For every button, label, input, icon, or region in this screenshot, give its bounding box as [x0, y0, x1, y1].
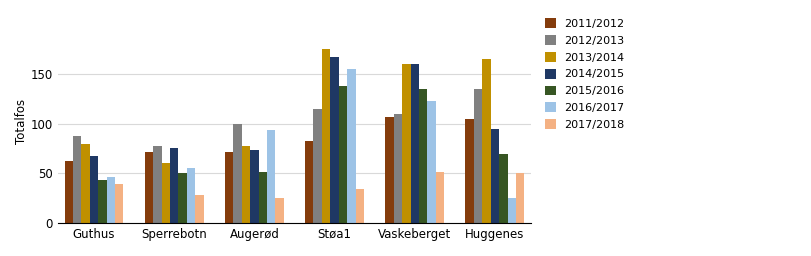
Bar [90, 156, 98, 223]
Bar [516, 173, 525, 223]
Bar [276, 198, 284, 223]
Bar [187, 168, 195, 223]
Bar [170, 147, 178, 223]
Bar [305, 141, 314, 223]
Bar [339, 86, 347, 223]
Bar [322, 49, 330, 223]
Bar [355, 189, 364, 223]
Bar [483, 59, 491, 223]
Bar [98, 180, 106, 223]
Bar [267, 130, 276, 223]
Bar [385, 117, 393, 223]
Bar [419, 89, 427, 223]
Bar [153, 146, 161, 223]
Bar [115, 184, 123, 223]
Bar [144, 152, 153, 223]
Y-axis label: Totalfos: Totalfos [15, 99, 28, 144]
Bar [225, 152, 234, 223]
Bar [474, 89, 483, 223]
Bar [314, 109, 322, 223]
Bar [436, 173, 444, 223]
Bar [402, 64, 410, 223]
Legend: 2011/2012, 2012/2013, 2013/2014, 2014/2015, 2015/2016, 2016/2017, 2017/2018: 2011/2012, 2012/2013, 2013/2014, 2014/20… [541, 15, 629, 133]
Bar [178, 173, 187, 223]
Bar [242, 146, 250, 223]
Bar [410, 64, 419, 223]
Bar [427, 101, 436, 223]
Bar [347, 69, 355, 223]
Bar [106, 177, 115, 223]
Bar [393, 114, 402, 223]
Bar [491, 129, 499, 223]
Bar [330, 57, 339, 223]
Bar [499, 154, 508, 223]
Bar [65, 162, 73, 223]
Bar [81, 144, 90, 223]
Bar [508, 198, 516, 223]
Bar [259, 173, 267, 223]
Bar [466, 119, 474, 223]
Bar [250, 150, 259, 223]
Bar [161, 164, 170, 223]
Bar [234, 124, 242, 223]
Bar [73, 136, 81, 223]
Bar [195, 195, 204, 223]
